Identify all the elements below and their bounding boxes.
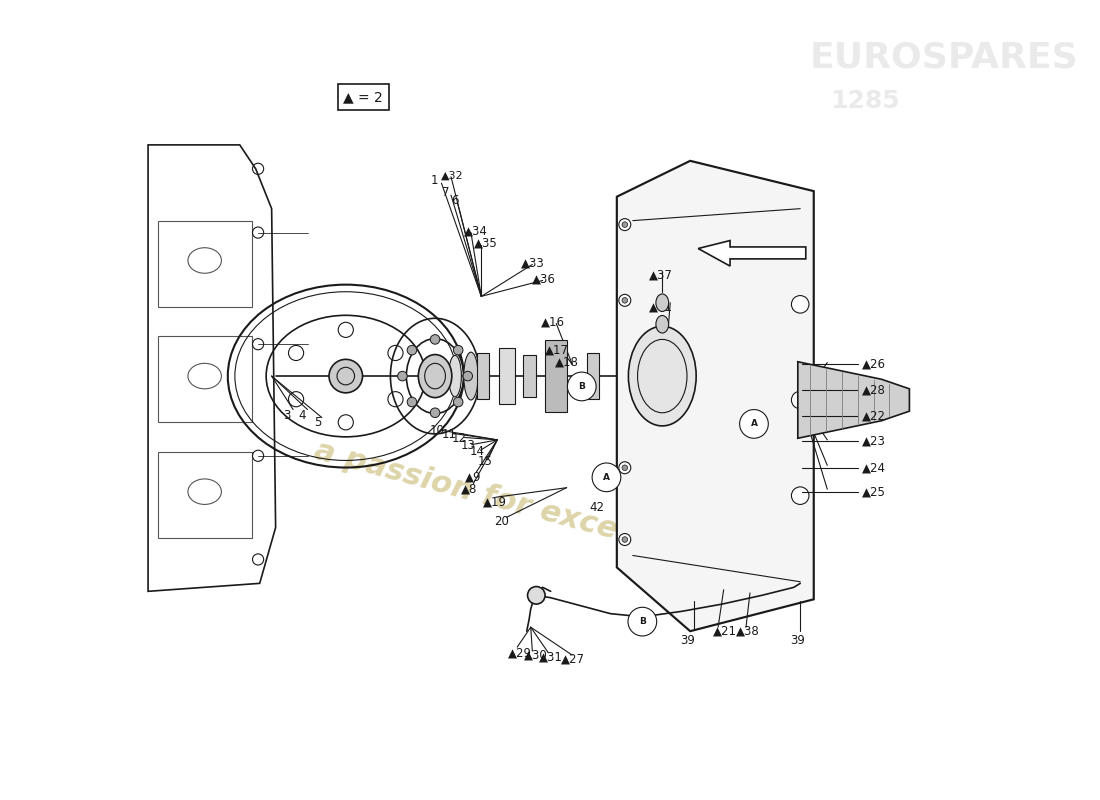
Text: ▲9: ▲9 [464, 470, 481, 483]
Text: ▲8: ▲8 [461, 482, 477, 496]
Text: ▲34: ▲34 [464, 225, 487, 238]
Text: ▲29: ▲29 [507, 646, 531, 659]
Bar [522, 355, 536, 397]
Ellipse shape [791, 487, 808, 505]
Text: A: A [750, 419, 758, 429]
Text: 20: 20 [494, 514, 509, 528]
Text: ▲23: ▲23 [861, 435, 886, 448]
Text: ▲36: ▲36 [531, 272, 556, 286]
Ellipse shape [791, 295, 808, 313]
Bar [498, 348, 515, 404]
Text: ▲21: ▲21 [713, 625, 737, 638]
Text: ▲41: ▲41 [649, 300, 673, 314]
Bar [157, 221, 252, 306]
Ellipse shape [453, 346, 463, 355]
Text: ▲38: ▲38 [736, 625, 760, 638]
Text: ▲24: ▲24 [861, 462, 886, 474]
Text: 39: 39 [681, 634, 695, 647]
Ellipse shape [656, 294, 669, 311]
Text: ▲31: ▲31 [539, 650, 562, 663]
Ellipse shape [464, 352, 478, 400]
Ellipse shape [621, 298, 628, 303]
Circle shape [739, 410, 768, 438]
Text: ▲25: ▲25 [861, 485, 886, 498]
Ellipse shape [621, 465, 628, 470]
Ellipse shape [791, 391, 808, 409]
Text: 1285: 1285 [829, 89, 900, 113]
Text: ▲17: ▲17 [546, 343, 569, 356]
Ellipse shape [449, 355, 461, 397]
Ellipse shape [528, 586, 546, 604]
Text: B: B [579, 382, 585, 391]
Text: 13: 13 [461, 439, 475, 452]
Bar [476, 353, 490, 399]
Ellipse shape [628, 326, 696, 426]
Ellipse shape [621, 222, 628, 227]
Bar [157, 336, 252, 422]
Text: 11: 11 [441, 428, 456, 441]
Circle shape [568, 372, 596, 401]
Text: ▲33: ▲33 [521, 256, 544, 270]
Text: EUROSPARES: EUROSPARES [810, 40, 1078, 74]
Ellipse shape [619, 534, 630, 546]
Ellipse shape [407, 346, 417, 355]
Text: 10: 10 [429, 424, 444, 437]
Ellipse shape [430, 334, 440, 344]
Text: ▲ = 2: ▲ = 2 [343, 90, 383, 104]
Bar [157, 452, 252, 538]
Text: 4: 4 [298, 410, 306, 422]
Circle shape [628, 607, 657, 636]
Ellipse shape [407, 398, 417, 406]
Text: ▲26: ▲26 [861, 358, 886, 370]
Text: 15: 15 [477, 455, 492, 468]
Bar [586, 353, 600, 399]
Text: 39: 39 [790, 634, 805, 647]
Text: 12: 12 [452, 432, 466, 445]
Text: ▲18: ▲18 [554, 355, 579, 368]
Text: ▲19: ▲19 [483, 495, 507, 509]
Ellipse shape [430, 408, 440, 418]
Ellipse shape [621, 537, 628, 542]
Ellipse shape [463, 371, 473, 381]
Text: ▲37: ▲37 [649, 268, 672, 282]
Ellipse shape [619, 218, 630, 230]
Ellipse shape [656, 315, 669, 333]
Ellipse shape [453, 398, 463, 406]
Ellipse shape [329, 359, 363, 393]
Text: ▲35: ▲35 [474, 237, 498, 250]
Text: a passion for excellence: a passion for excellence [310, 436, 719, 571]
Text: 1: 1 [431, 174, 439, 187]
Ellipse shape [418, 354, 452, 398]
Polygon shape [698, 241, 806, 266]
Text: ▲22: ▲22 [861, 410, 886, 422]
Text: B: B [639, 617, 646, 626]
Text: 3: 3 [284, 410, 292, 422]
Ellipse shape [619, 294, 630, 306]
Text: 14: 14 [470, 445, 485, 458]
Text: 42: 42 [590, 501, 605, 514]
Text: ▲27: ▲27 [561, 653, 585, 666]
Text: ▲32: ▲32 [441, 170, 464, 180]
Text: 5: 5 [314, 416, 321, 429]
Ellipse shape [397, 371, 407, 381]
Text: 6: 6 [451, 194, 459, 207]
Text: ▲28: ▲28 [861, 383, 886, 396]
Text: 7: 7 [442, 186, 450, 199]
Text: ▲16: ▲16 [541, 315, 565, 328]
Circle shape [592, 463, 620, 492]
Text: A: A [603, 473, 611, 482]
Polygon shape [798, 362, 910, 438]
Bar [546, 340, 568, 412]
Ellipse shape [619, 462, 630, 474]
Polygon shape [617, 161, 814, 631]
Polygon shape [148, 145, 276, 591]
Text: ▲30: ▲30 [524, 649, 548, 662]
